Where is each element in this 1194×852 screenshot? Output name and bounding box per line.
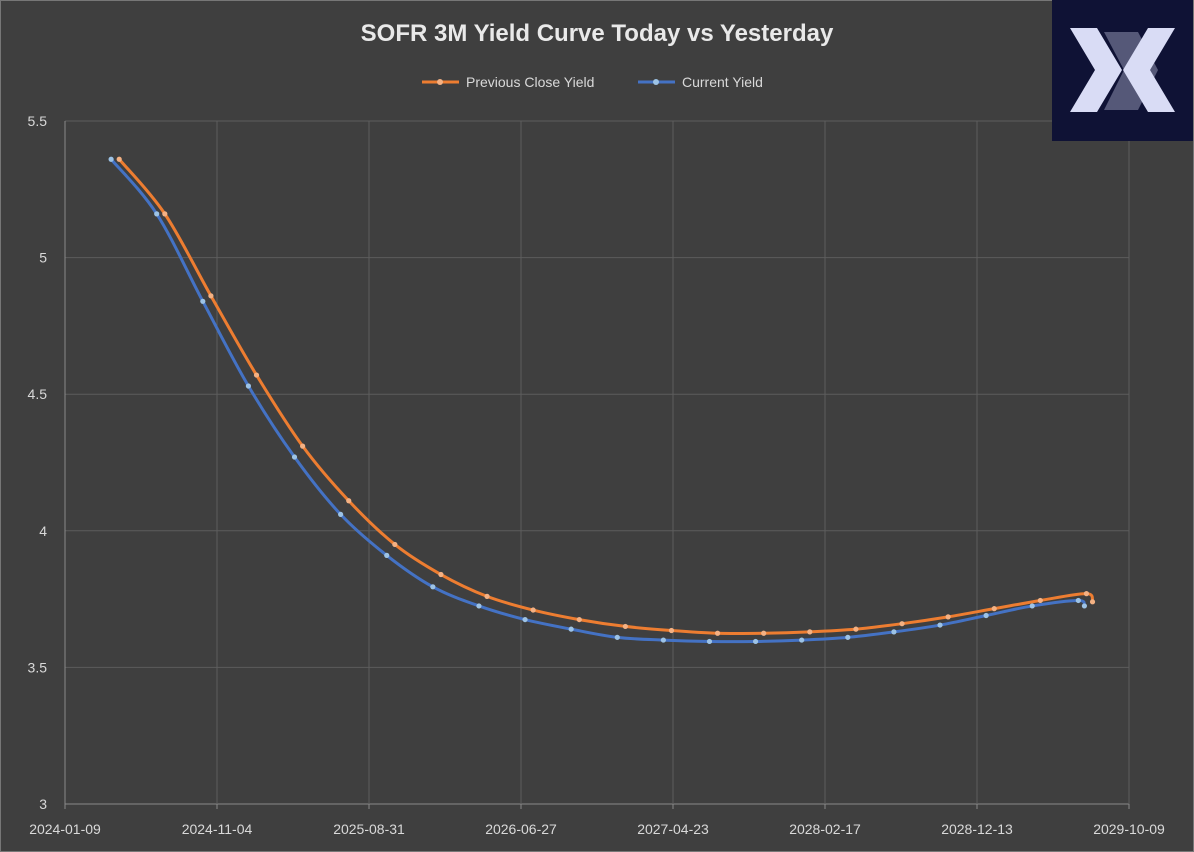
data-point-previous[interactable] <box>1037 597 1043 604</box>
data-point-current[interactable] <box>154 211 160 217</box>
legend-marker-previous <box>437 79 443 85</box>
data-point-previous[interactable] <box>208 293 214 299</box>
data-point-current[interactable] <box>1081 603 1088 609</box>
data-point-current[interactable] <box>614 634 620 640</box>
x-tick-label: 2027-04-23 <box>637 821 709 837</box>
data-point-current[interactable] <box>338 511 344 518</box>
data-point-previous[interactable] <box>622 623 628 630</box>
y-tick-label: 4.5 <box>28 386 48 402</box>
data-point-previous[interactable] <box>899 621 905 627</box>
series-line-previous <box>118 158 1094 636</box>
data-point-current[interactable] <box>891 629 897 635</box>
x-tick-label: 2024-11-04 <box>182 821 253 837</box>
data-point-previous[interactable] <box>300 443 306 449</box>
x-tick-label: 2024-01-09 <box>29 821 101 837</box>
x-axis: 2024-01-09 2024-11-04 2025-08-31 2026-06-27… <box>29 804 1165 837</box>
data-point-previous[interactable] <box>438 571 444 578</box>
data-point-current[interactable] <box>430 584 436 590</box>
data-point-current[interactable] <box>384 552 390 558</box>
x-tick-label: 2025-08-31 <box>333 821 405 837</box>
data-point-current[interactable] <box>522 616 528 623</box>
gridlines <box>64 120 1130 805</box>
data-point-current[interactable] <box>660 637 666 643</box>
legend-label-current: Current Yield <box>682 74 763 90</box>
legend-marker-current <box>653 79 659 85</box>
data-point-previous[interactable] <box>761 630 767 636</box>
data-point-current[interactable] <box>983 612 989 619</box>
data-point-previous[interactable] <box>253 372 260 378</box>
data-point-previous[interactable] <box>530 607 536 613</box>
data-point-previous[interactable] <box>714 630 721 636</box>
data-point-current[interactable] <box>752 638 759 645</box>
y-tick-label: 3.5 <box>28 659 48 675</box>
y-axis: 3 3.5 4 4.5 5 5.5 <box>28 113 48 812</box>
data-point-current[interactable] <box>1029 603 1035 609</box>
series-current <box>108 156 1088 645</box>
data-point-current[interactable] <box>706 638 713 645</box>
x-tick-label: 2028-02-17 <box>789 821 861 837</box>
data-point-current[interactable] <box>476 603 482 609</box>
chart-title: SOFR 3M Yield Curve Today vs Yesterday <box>361 20 834 47</box>
plot-area <box>108 156 1096 645</box>
data-point-previous[interactable] <box>1083 591 1090 597</box>
data-point-previous[interactable] <box>162 211 168 217</box>
data-point-previous[interactable] <box>807 629 813 635</box>
data-point-previous[interactable] <box>346 498 352 504</box>
legend-label-previous: Previous Close Yield <box>466 74 594 90</box>
data-point-previous[interactable] <box>945 614 951 620</box>
x-tick-label: 2028-12-13 <box>941 821 1013 837</box>
y-tick-label: 3 <box>39 796 47 812</box>
data-point-previous[interactable] <box>484 593 490 599</box>
brand-logo <box>1052 0 1193 141</box>
legend: Previous Close Yield Current Yield <box>422 74 763 90</box>
x-tick-label: 2029-10-09 <box>1093 821 1165 837</box>
x-tick-label: 2026-06-27 <box>485 821 557 837</box>
data-point-current[interactable] <box>291 454 298 460</box>
data-point-previous[interactable] <box>668 627 675 634</box>
data-point-previous[interactable] <box>1089 599 1096 605</box>
data-point-current[interactable] <box>937 622 943 628</box>
data-point-current[interactable] <box>108 156 114 162</box>
legend-item-previous[interactable]: Previous Close Yield <box>422 74 594 90</box>
data-point-current[interactable] <box>799 637 805 643</box>
data-point-current[interactable] <box>200 298 206 304</box>
data-point-previous[interactable] <box>991 606 997 612</box>
x-logo-icon <box>1070 28 1175 112</box>
data-point-current[interactable] <box>1075 597 1081 604</box>
data-point-current[interactable] <box>845 634 851 640</box>
y-tick-label: 5 <box>39 250 47 266</box>
data-point-current[interactable] <box>568 626 574 632</box>
data-point-previous[interactable] <box>116 156 122 162</box>
data-point-previous[interactable] <box>853 626 859 632</box>
y-tick-label: 5.5 <box>28 113 48 129</box>
data-point-previous[interactable] <box>576 616 582 623</box>
data-point-previous[interactable] <box>392 541 398 548</box>
legend-item-current[interactable]: Current Yield <box>638 74 763 90</box>
series-line-current <box>109 158 1086 644</box>
data-point-current[interactable] <box>245 383 252 389</box>
series-previous <box>116 156 1096 636</box>
y-tick-label: 4 <box>39 523 47 539</box>
